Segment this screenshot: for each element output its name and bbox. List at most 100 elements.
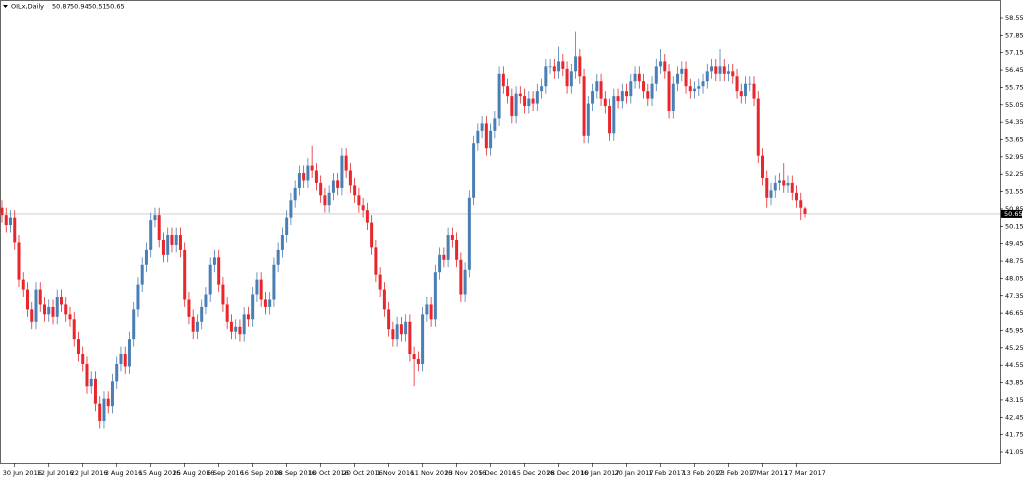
candle-body <box>637 73 641 82</box>
candle-body <box>204 294 208 307</box>
y-tick-label: 45.95 <box>1005 326 1024 334</box>
candle-body <box>650 83 654 99</box>
candle-body <box>476 130 480 144</box>
candle-body <box>242 314 246 335</box>
candle-body <box>353 185 357 196</box>
last-price-label: 50.65 <box>1004 210 1023 218</box>
x-tick-label: 28 Dec 2016 <box>547 469 589 477</box>
candle-body <box>489 130 493 149</box>
candle-body <box>119 354 123 364</box>
x-tick-label: 3 Aug 2016 <box>105 469 143 477</box>
candle-body <box>217 257 221 285</box>
candle-body <box>765 177 769 198</box>
y-tick-label: 57.85 <box>1005 31 1024 39</box>
candle-body <box>340 155 344 188</box>
x-tick-label: 23 Nov 2016 <box>445 469 487 477</box>
x-tick-label: 5 Dec 2016 <box>479 469 516 477</box>
candle-body <box>374 247 378 275</box>
candle-body <box>722 66 726 74</box>
x-tick-label: 1 Nov 2016 <box>377 469 415 477</box>
candle-body <box>0 207 4 216</box>
x-tick-label: 10 Oct 2016 <box>309 469 349 477</box>
candle-body <box>472 143 476 198</box>
candle-body <box>582 76 586 136</box>
chart-title: OILx,Daily <box>11 3 44 11</box>
candle-body <box>684 68 688 87</box>
candle-body <box>17 242 21 280</box>
candle-body <box>276 249 280 265</box>
candle-body <box>102 398 106 421</box>
candle-body <box>225 304 229 322</box>
candle-body <box>370 222 374 248</box>
candle-body <box>688 86 692 92</box>
candle-body <box>744 83 748 97</box>
candle-body <box>255 279 259 295</box>
candle-body <box>561 61 565 69</box>
candle-body <box>127 339 131 367</box>
y-tick-label: 52.95 <box>1005 153 1024 161</box>
y-tick-label: 50.15 <box>1005 222 1024 230</box>
candle-body <box>523 96 527 107</box>
candle-body <box>68 314 72 320</box>
menu-arrow[interactable] <box>3 5 8 8</box>
y-tick-label: 55.75 <box>1005 83 1024 91</box>
y-tick-label: 53.65 <box>1005 136 1024 144</box>
candle-body <box>548 66 552 68</box>
candle-body <box>395 324 399 340</box>
candle-body <box>671 83 675 111</box>
candle-body <box>195 321 199 332</box>
candle-body <box>659 61 663 67</box>
candle-body <box>42 304 46 315</box>
candle-body <box>229 321 233 332</box>
candle-body <box>336 180 340 188</box>
candle-body <box>174 235 178 245</box>
candle-body <box>115 363 119 382</box>
candle-body <box>455 239 459 260</box>
candle-body <box>778 180 782 183</box>
y-tick-label: 46.65 <box>1005 309 1024 317</box>
candle-body <box>467 197 471 270</box>
candle-body <box>38 289 42 305</box>
candle-body <box>259 279 263 300</box>
x-tick-label: 12 Jul 2016 <box>37 469 74 477</box>
candle-body <box>731 71 735 77</box>
candle-body <box>306 165 310 181</box>
candle-body <box>697 86 701 89</box>
candle-body <box>510 96 514 116</box>
candle-body <box>493 118 497 131</box>
candle-body <box>718 66 722 74</box>
candle-body <box>246 314 250 320</box>
candle-body <box>599 81 603 99</box>
candle-body <box>293 187 297 201</box>
candle-body <box>297 173 301 188</box>
candle-body <box>387 309 391 330</box>
candle-body <box>251 294 255 320</box>
candle-body <box>501 73 505 87</box>
candle-body <box>616 96 620 102</box>
candle-body <box>756 98 760 156</box>
candle-body <box>238 326 242 335</box>
x-tick-label: 15 Aug 2016 <box>139 469 181 477</box>
candle-body <box>786 182 790 186</box>
x-tick-label: 20 Oct 2016 <box>343 469 383 477</box>
candle-body <box>378 274 382 290</box>
candle-body <box>157 215 161 240</box>
candle-body <box>302 173 306 181</box>
candle-body <box>285 217 289 235</box>
candle-body <box>212 257 216 265</box>
candle-body <box>574 56 578 72</box>
candle-body <box>268 299 272 307</box>
last-price-box <box>1001 209 1022 218</box>
x-tick-label: 7 Mar 2017 <box>751 469 788 477</box>
x-tick-label: 22 Jul 2016 <box>71 469 108 477</box>
candle-body <box>625 91 629 97</box>
ohlc-low: 50.51 <box>88 3 107 11</box>
candle-body <box>314 170 318 183</box>
candle-body <box>8 217 12 226</box>
candle-body <box>76 339 80 355</box>
candle-body <box>132 309 136 340</box>
candle-body <box>633 73 637 82</box>
candle-body <box>480 123 484 131</box>
candle-body <box>327 192 331 206</box>
